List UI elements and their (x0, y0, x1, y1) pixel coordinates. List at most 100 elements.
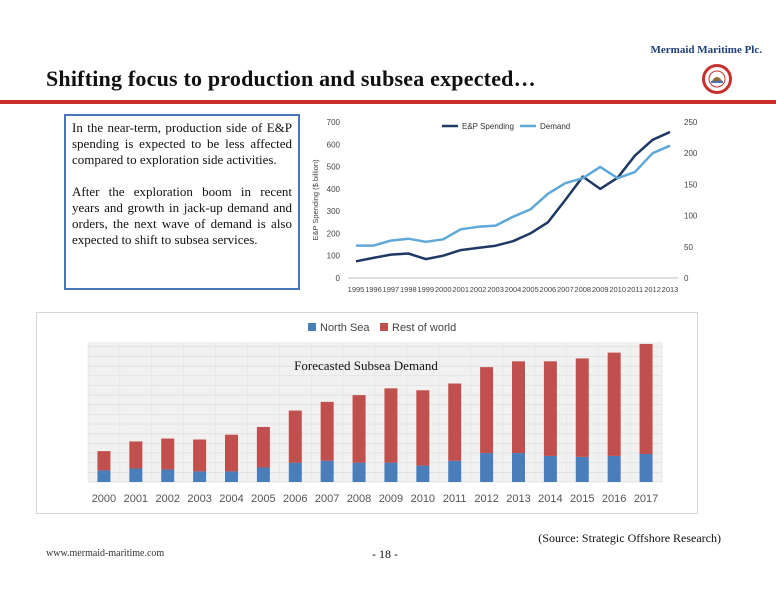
chart-title: Forecasted Subsea Demand (294, 358, 438, 373)
subsea-demand-chart: 2000 2001 2002 2003 2004 2005 2006 2007 2008 2009… (87, 322, 663, 505)
bar-north-sea (193, 471, 207, 482)
y-tick-label: 100 (327, 252, 341, 261)
bar-north-sea (352, 462, 366, 482)
bar-rest-of-world (543, 361, 557, 456)
x-tick-label: 2008 (347, 493, 371, 505)
bar-north-sea (480, 453, 494, 482)
company-logo (702, 64, 732, 94)
bar-rest-of-world (161, 438, 175, 470)
x-tick-label: 1995 (348, 285, 365, 294)
bar-rest-of-world (416, 390, 430, 466)
bar-north-sea (225, 471, 238, 482)
y-tick-label: 700 (327, 118, 341, 127)
x-tick-label: 2005 (251, 493, 275, 505)
summary-textbox: In the near-term, production side of E&P… (64, 114, 300, 290)
title-divider (0, 100, 776, 104)
company-name: Mermaid Maritime Plc. (650, 44, 762, 56)
x-tick-label: 2016 (602, 493, 626, 505)
bar-north-sea (256, 467, 270, 482)
page-title: Shifting focus to production and subsea … (46, 66, 536, 91)
bar-north-sea (575, 456, 589, 482)
x-tick-label: 2015 (570, 493, 594, 505)
ep-spending-demand-chart: 7006005004003002001000250200150100500199… (311, 118, 698, 294)
y-axis-title: E&P Spending ($ billion) (311, 159, 320, 241)
legend-label: E&P Spending (462, 122, 514, 131)
x-tick-label: 2011 (443, 493, 467, 505)
legend-swatch (380, 323, 388, 331)
bar-north-sea (288, 462, 302, 482)
y-tick-label: 200 (327, 229, 341, 238)
x-tick-label: 2001 (124, 493, 148, 505)
bar-rest-of-world (193, 439, 207, 472)
bar-rest-of-world (575, 358, 589, 457)
bar-north-sea (161, 469, 175, 482)
legend-label: North Sea (320, 322, 370, 334)
bar-north-sea (320, 460, 334, 482)
page-number: - 18 - (372, 547, 398, 561)
series-line-ep-spending (355, 130, 671, 263)
x-tick-label: 1999 (417, 285, 434, 294)
x-tick-label: 2006 (283, 493, 307, 505)
bar-rest-of-world (256, 426, 270, 468)
bar-north-sea (448, 460, 462, 482)
bar-rest-of-world (448, 383, 462, 461)
bar-rest-of-world (607, 352, 621, 456)
x-tick-label: 2003 (187, 493, 211, 505)
bar-rest-of-world (352, 395, 366, 463)
bar-rest-of-world (97, 451, 111, 471)
x-tick-label: 2003 (487, 285, 504, 294)
bar-rest-of-world (129, 441, 143, 469)
x-tick-label: 1997 (383, 285, 400, 294)
y2-tick-label: 0 (684, 274, 689, 283)
y-tick-label: 0 (336, 274, 341, 283)
summary-paragraph-1: In the near-term, production side of E&P… (72, 120, 292, 167)
legend-label: Demand (540, 122, 570, 131)
y2-tick-label: 100 (684, 212, 698, 221)
x-tick-label: 2007 (315, 493, 339, 505)
x-tick-label: 2001 (452, 285, 469, 294)
x-tick-label: 2000 (92, 493, 116, 505)
y2-tick-label: 200 (684, 149, 698, 158)
bar-rest-of-world (288, 410, 302, 463)
x-tick-label: 2011 (627, 285, 643, 294)
series-line-demand (356, 144, 671, 247)
x-tick-label: 2012 (644, 285, 661, 294)
y2-tick-label: 150 (684, 180, 698, 189)
y2-tick-label: 250 (684, 118, 698, 127)
bar-rest-of-world (480, 367, 494, 454)
bar-north-sea (129, 468, 143, 482)
x-tick-label: 2013 (506, 493, 530, 505)
y-tick-label: 400 (327, 185, 341, 194)
x-tick-label: 2002 (470, 285, 487, 294)
y-tick-label: 300 (327, 207, 341, 216)
x-tick-label: 1996 (365, 285, 382, 294)
x-tick-label: 2006 (540, 285, 557, 294)
bar-north-sea (384, 462, 398, 482)
x-tick-label: 2013 (662, 285, 679, 294)
x-tick-label: 2005 (522, 285, 539, 294)
x-tick-label: 2008 (574, 285, 591, 294)
y-tick-label: 600 (327, 140, 341, 149)
bar-rest-of-world (639, 343, 653, 454)
x-tick-label: 2000 (435, 285, 452, 294)
x-tick-label: 2010 (411, 493, 435, 505)
x-tick-label: 2004 (505, 285, 522, 294)
x-tick-label: 2012 (474, 493, 498, 505)
bar-north-sea (543, 455, 557, 482)
x-tick-label: 2014 (538, 493, 562, 505)
bar-north-sea (97, 470, 111, 482)
legend-swatch (308, 323, 316, 331)
x-tick-label: 2009 (592, 285, 609, 294)
x-tick-label: 2002 (155, 493, 179, 505)
x-tick-label: 2017 (634, 493, 658, 505)
bar-north-sea (512, 453, 525, 482)
x-tick-label: 2007 (557, 285, 574, 294)
bar-rest-of-world (225, 434, 238, 472)
bar-rest-of-world (320, 401, 334, 461)
bar-north-sea (416, 465, 430, 482)
source-note: (Source: Strategic Offshore Research) (538, 531, 721, 545)
bar-north-sea (607, 455, 621, 482)
bar-rest-of-world (512, 361, 525, 454)
footer-url: www.mermaid-maritime.com (46, 548, 165, 559)
x-tick-label: 2009 (379, 493, 403, 505)
